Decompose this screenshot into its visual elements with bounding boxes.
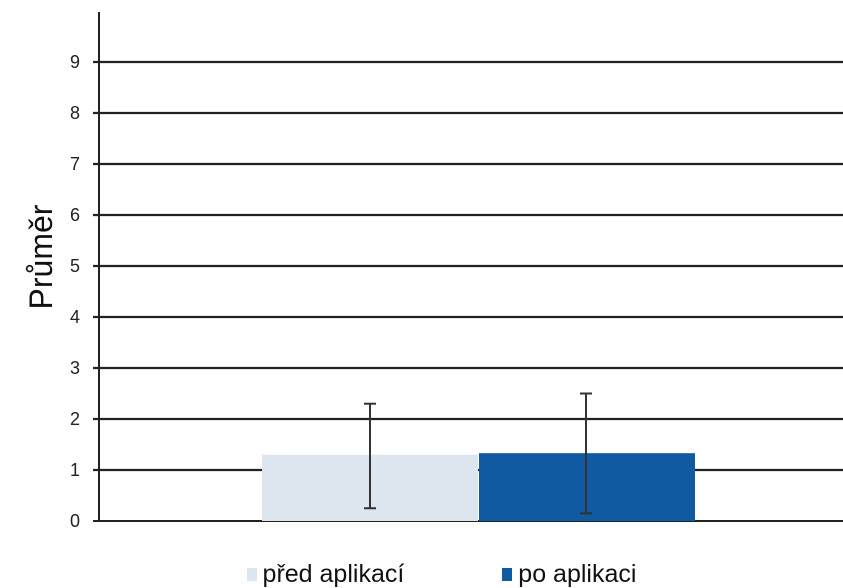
y-axis-label: Průměr xyxy=(23,204,59,309)
error-bar-1 xyxy=(580,392,592,515)
error-bars xyxy=(364,392,592,515)
y-tick-label-1: 1 xyxy=(70,460,80,480)
y-tick-label-5: 5 xyxy=(70,256,80,276)
y-tick-label-3: 3 xyxy=(70,358,80,378)
legend-label-after: po aplikaci xyxy=(518,559,637,588)
y-tick-label-0: 0 xyxy=(70,511,80,531)
legend-item-before: před aplikací xyxy=(207,559,405,588)
legend-swatch-before xyxy=(246,567,257,581)
legend-label-before: před aplikací xyxy=(262,559,405,588)
y-tick-label-4: 4 xyxy=(70,307,80,327)
y-tick-label-9: 9 xyxy=(70,52,80,72)
chart-svg: 0 1 2 3 4 5 6 7 8 9 Průměr xyxy=(23,12,843,531)
error-bar-0 xyxy=(364,402,376,510)
y-tick-label-7: 7 xyxy=(70,154,80,174)
bars xyxy=(262,453,695,521)
y-tick-labels: 0 1 2 3 4 5 6 7 8 9 xyxy=(70,52,80,531)
legend-swatch-after xyxy=(502,567,513,581)
y-tick-label-6: 6 xyxy=(70,205,80,225)
legend-item-after: po aplikaci xyxy=(462,560,636,588)
legend: před aplikací po aplikaci xyxy=(0,560,843,588)
y-tick-label-8: 8 xyxy=(70,103,80,123)
gridlines xyxy=(93,60,843,522)
y-tick-label-2: 2 xyxy=(70,409,80,429)
